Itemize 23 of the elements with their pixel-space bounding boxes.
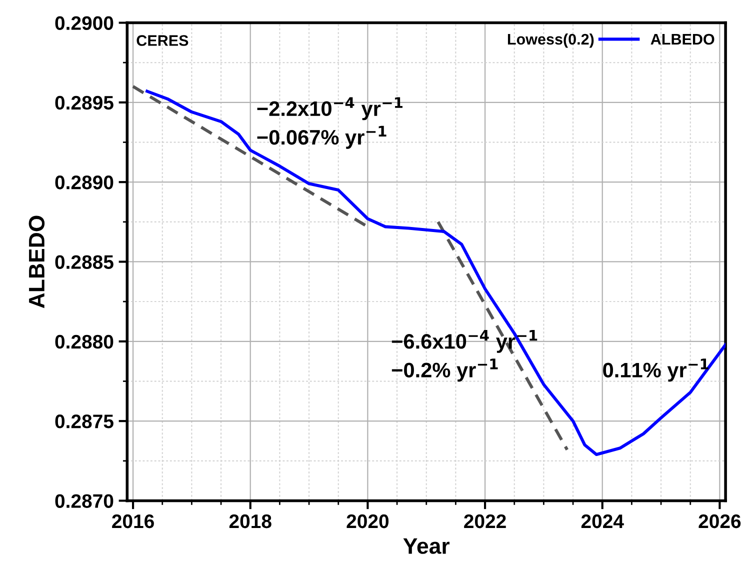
annotation: CERES <box>136 35 188 46</box>
x-tick-label: 2022 <box>464 514 506 528</box>
x-tick-label: 2026 <box>698 514 741 528</box>
annotation: 0.11% yr$^{−1}$ <box>603 358 708 382</box>
annotation: −0.2% yr$^{−1}$ <box>392 358 498 382</box>
y-tick-label: 0.2900 <box>55 16 114 30</box>
x-axis-title: Year <box>403 538 450 554</box>
line-series <box>146 90 726 456</box>
x-tick-label: 2016 <box>112 514 154 528</box>
y-tick-label: 0.2875 <box>55 414 114 428</box>
y-tick-label: 0.2895 <box>55 96 114 110</box>
y-tick-label: 0.2885 <box>55 255 114 269</box>
annotation: −0.067% yr$^{−1}$ <box>257 126 386 149</box>
legend-label: ALBEDO <box>650 34 714 45</box>
y-tick-label: 0.2870 <box>55 494 114 508</box>
x-tick-label: 2020 <box>346 514 389 528</box>
y-axis-title: ALBEDO <box>28 216 45 308</box>
y-tick-label: 0.2880 <box>55 334 114 349</box>
annotation: −2.2x10$^{−4}$ yr$^{−1}$ <box>257 97 402 120</box>
y-tick-label: 0.2890 <box>55 176 114 190</box>
x-tick-label: 2024 <box>581 514 624 528</box>
legend-title: Lowess(0.2) <box>508 33 594 48</box>
x-tick-label: 2018 <box>229 514 272 528</box>
